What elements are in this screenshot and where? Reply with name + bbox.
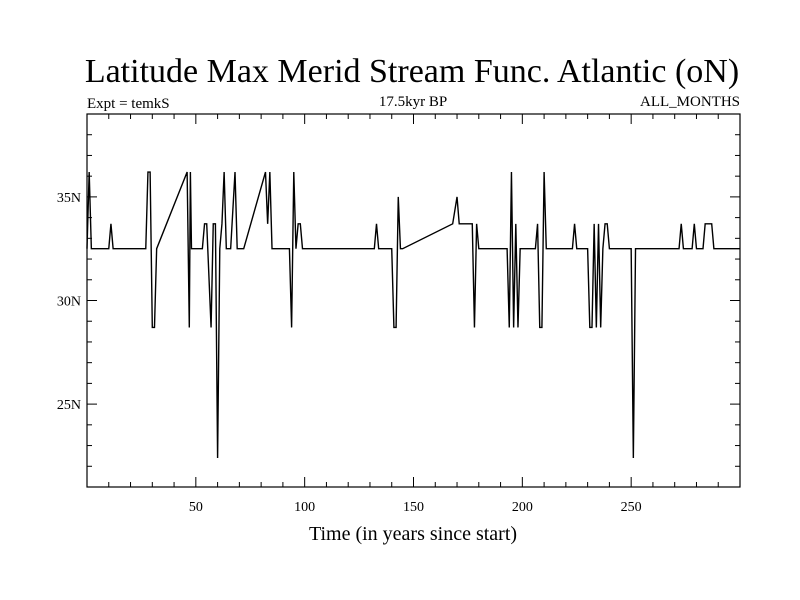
x-tick-label: 150 (403, 500, 424, 515)
x-axis-label: Time (in years since start) (309, 523, 517, 545)
chart-title: Latitude Max Merid Stream Func. Atlantic… (85, 53, 739, 90)
x-tick-label: 200 (512, 500, 533, 515)
y-tick-label: 35N (57, 191, 81, 206)
plot-frame (86, 113, 741, 488)
series-line (86, 171, 740, 458)
subtitle-center: 17.5kyr BP (379, 94, 447, 110)
subtitle-right: ALL_MONTHS (640, 94, 740, 110)
subtitle-left: Expt = temkS (87, 96, 170, 112)
series-layer (86, 171, 740, 458)
x-tick-label: 50 (189, 500, 203, 515)
x-axis: 50 100 150 200 250 (108, 114, 719, 515)
x-tick-label: 250 (621, 500, 642, 515)
x-tick-label: 100 (294, 500, 315, 515)
y-tick-label: 25N (57, 398, 81, 413)
y-axis: 25N 30N 35N (57, 134, 740, 467)
y-tick-label: 30N (57, 295, 81, 310)
